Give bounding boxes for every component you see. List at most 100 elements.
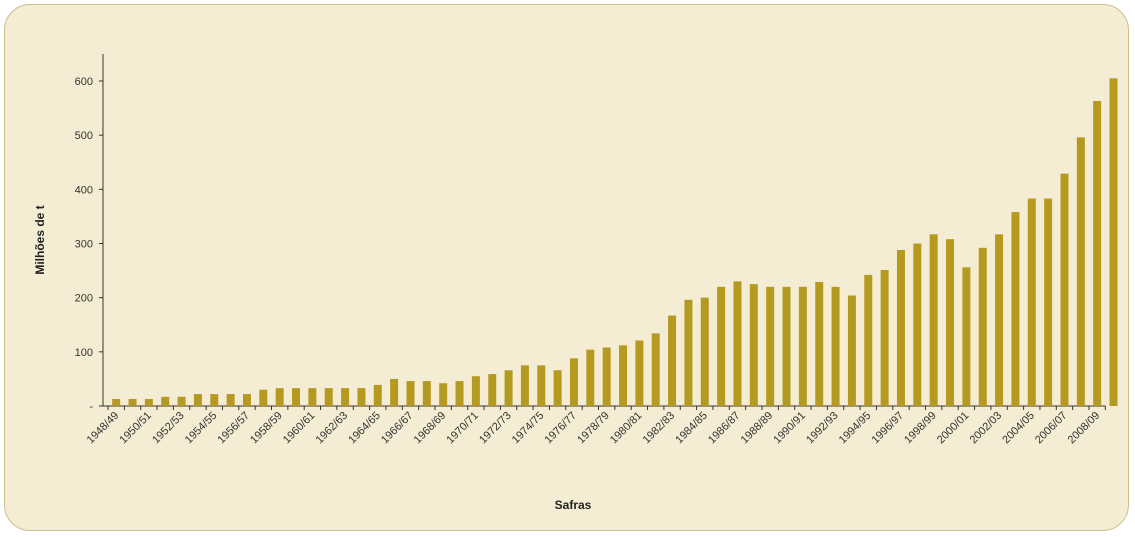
bar	[439, 383, 448, 406]
y-tick-label: 500	[75, 130, 93, 142]
bar	[1093, 101, 1102, 406]
x-tick-label: 1970/71	[444, 410, 481, 447]
bar	[144, 398, 153, 406]
bar	[962, 267, 971, 406]
bar	[929, 234, 938, 406]
bar	[112, 398, 121, 406]
bar	[504, 370, 513, 406]
y-tick-label: 200	[75, 293, 93, 305]
x-tick-label: 2004/05	[1000, 410, 1037, 447]
bar	[488, 374, 497, 406]
bar	[537, 365, 546, 407]
bar	[946, 239, 955, 406]
x-tick-label: 2006/07	[1033, 410, 1070, 447]
bar	[782, 286, 791, 406]
bar	[766, 286, 775, 406]
y-tick-label: 300	[75, 239, 93, 251]
x-tick-label: 1990/91	[771, 410, 808, 447]
bar	[226, 394, 235, 406]
x-tick-label: 1950/51	[117, 410, 154, 447]
bar	[864, 274, 873, 406]
bar	[569, 358, 578, 406]
bar	[390, 378, 399, 406]
x-tick-label: 1972/73	[477, 410, 514, 447]
bar	[275, 388, 284, 407]
bar	[128, 398, 137, 406]
x-tick-label: 1984/85	[673, 410, 710, 447]
x-tick-label: 1964/65	[346, 410, 383, 447]
bar	[847, 295, 856, 406]
bar	[324, 388, 333, 407]
bar	[602, 347, 611, 406]
bar	[1011, 212, 1020, 406]
x-axis: 1948/491950/511952/531954/551956/571958/…	[85, 405, 1106, 447]
bar	[242, 394, 251, 406]
bar	[586, 349, 595, 406]
bar	[357, 388, 366, 407]
bar	[651, 333, 660, 406]
y-tick-label: 100	[75, 347, 93, 359]
x-tick-label: 1980/81	[608, 410, 645, 447]
x-tick-label: 1976/77	[542, 410, 579, 447]
bar	[422, 381, 431, 406]
bar	[471, 376, 480, 406]
bar	[373, 384, 382, 407]
x-tick-label: 1952/53	[150, 410, 187, 447]
bar	[896, 250, 905, 406]
x-tick-label: 2000/01	[935, 410, 972, 447]
x-tick-label: 1966/67	[379, 410, 416, 447]
y-axis-title: Milhões de t	[33, 205, 47, 274]
bar	[635, 340, 644, 406]
bar	[341, 388, 350, 407]
x-tick-label: 1948/49	[85, 410, 122, 447]
bar	[880, 270, 889, 406]
x-tick-label: 1992/93	[804, 410, 841, 447]
y-tick-label: -	[89, 401, 93, 413]
bar	[978, 247, 987, 406]
x-axis-title: Safras	[555, 498, 592, 512]
y-axis: - 100 200 300 400 500 600	[75, 54, 104, 413]
bar	[619, 345, 628, 406]
bar	[668, 315, 677, 406]
bar	[292, 388, 301, 407]
bar	[749, 284, 758, 407]
x-tick-label: 1956/57	[215, 410, 252, 447]
bar	[1027, 198, 1036, 406]
x-tick-label: 1968/69	[412, 410, 449, 447]
bar	[177, 396, 186, 406]
bar	[1076, 137, 1085, 406]
bar	[1044, 198, 1053, 406]
bar	[1109, 78, 1118, 406]
bar	[259, 389, 268, 406]
bar	[831, 286, 840, 406]
x-tick-label: 2002/03	[968, 410, 1005, 447]
bar	[733, 281, 742, 406]
x-tick-label: 1996/97	[869, 410, 906, 447]
bar	[210, 394, 219, 406]
bar	[815, 281, 824, 406]
x-tick-label: 1962/63	[314, 410, 351, 447]
bar	[684, 299, 693, 406]
x-tick-label: 1994/95	[837, 410, 874, 447]
bars	[112, 78, 1118, 407]
x-tick-label: 2008/09	[1066, 410, 1103, 447]
x-tick-label: 1974/75	[510, 410, 547, 447]
x-tick-label: 1978/79	[575, 410, 612, 447]
y-tick-label: 600	[75, 76, 93, 88]
bar	[700, 297, 709, 406]
bar	[553, 370, 562, 406]
bar	[308, 388, 317, 407]
bar	[717, 286, 726, 406]
bar	[520, 365, 529, 407]
x-tick-label: 1982/83	[641, 410, 678, 447]
bar	[1060, 173, 1069, 406]
bar	[161, 396, 170, 406]
bar	[406, 381, 415, 406]
x-tick-label: 1954/55	[183, 410, 220, 447]
x-tick-label: 1986/87	[706, 410, 743, 447]
x-tick-label: 1998/99	[902, 410, 939, 447]
x-tick-label: 1960/61	[281, 410, 318, 447]
y-tick-label: 400	[75, 184, 93, 196]
bar	[913, 243, 922, 406]
